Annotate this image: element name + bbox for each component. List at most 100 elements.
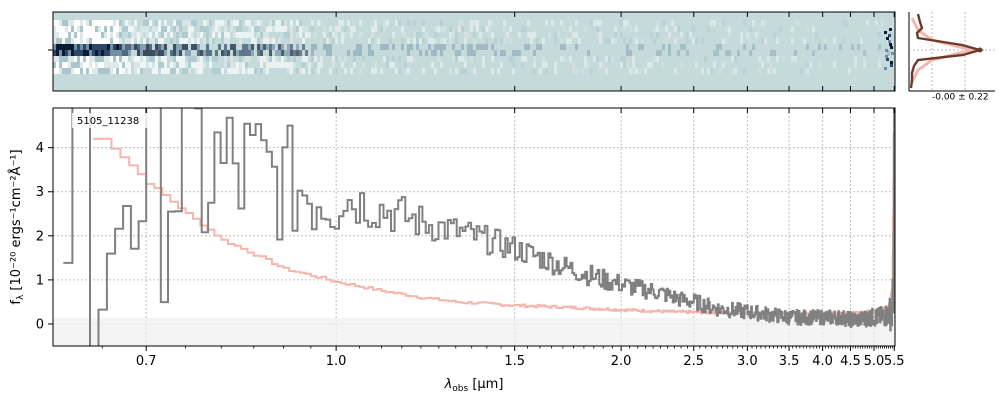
spectrum-2d-pixel [860, 38, 863, 44]
spectrum-2d-pixel [263, 56, 266, 62]
spectrum-2d-pixel [440, 44, 443, 50]
spectrum-2d-pixel [677, 50, 680, 56]
x-tick-label: 3.0 [737, 354, 758, 369]
spectrum-2d-pixel [80, 62, 83, 68]
spectrum-2d-pixel [155, 32, 158, 38]
spectrum-2d-pixel [575, 32, 578, 38]
spectrum-2d-pixel [311, 56, 314, 62]
spectrum-2d-pixel [272, 44, 275, 50]
spectrum-2d-pixel [134, 32, 137, 38]
spectrum-2d-pixel [380, 26, 383, 32]
spectrum-2d-pixel [227, 38, 230, 44]
spectrum-2d-pixel [419, 32, 422, 38]
spectrum-2d-pixel [885, 55, 888, 58]
spectrum-2d-pixel [71, 26, 74, 32]
spectrum-2d-pixel [293, 56, 296, 62]
spectrum-2d-pixel [596, 56, 599, 62]
spectrum-2d-pixel [383, 20, 386, 26]
spectrum-2d-pixel [101, 38, 104, 44]
spectrum-2d-pixel [857, 44, 860, 50]
spectrum-2d-pixel [62, 32, 65, 38]
spectrum-2d-pixel [185, 38, 188, 44]
spectrum-2d-pixel [332, 32, 335, 38]
spectrum-2d-pixel [116, 32, 119, 38]
spectrum-2d-pixel [485, 26, 488, 32]
spectrum-2d-pixel [650, 32, 653, 38]
spectrum-2d-pixel [104, 32, 107, 38]
spectrum-2d-pixel [551, 20, 554, 26]
spectrum-2d-pixel [260, 68, 263, 74]
spectrum-2d-pixel [134, 56, 137, 62]
y-tick-label: 1 [36, 273, 44, 288]
spectrum-2d-pixel [371, 50, 374, 56]
spectrum-2d-pixel [359, 44, 362, 50]
spectrum-2d-pixel [359, 20, 362, 26]
spectrum-2d-pixel [734, 56, 737, 62]
spectrum-2d-pixel [458, 50, 461, 56]
spectrum-2d-pixel [488, 20, 491, 26]
spectrum-2d-pixel [269, 26, 272, 32]
spectrum-2d-pixel [74, 32, 77, 38]
spectrum-2d-pixel [89, 56, 92, 62]
spectrum-2d-pixel [284, 26, 287, 32]
spectrum-2d-pixel [176, 44, 179, 50]
spectrum-2d-pixel [329, 26, 332, 32]
spectrum-2d-pixel [890, 64, 893, 67]
spectrum-2d-pixel [368, 50, 371, 56]
spectrum-2d-pixel [107, 62, 110, 68]
spectrum-2d-pixel [656, 20, 659, 26]
spectrum-2d-pixel [806, 62, 809, 68]
spectrum-2d-pixel [68, 20, 71, 26]
spectrum-2d-pixel [776, 56, 779, 62]
spectrum-2d-pixel [596, 20, 599, 26]
spectrum-2d-pixel [335, 32, 338, 38]
spectrum-2d-pixel [158, 50, 161, 56]
spectrum-2d-pixel [890, 32, 893, 38]
spectrum-2d-pixel [74, 68, 77, 74]
spectrum-2d-pixel [53, 20, 56, 26]
spectrum-2d-pixel [674, 68, 677, 74]
spectrum-2d-pixel [533, 56, 536, 62]
spectrum-2d-pixel [407, 68, 410, 74]
spectrum-2d-pixel [89, 38, 92, 44]
spectrum-2d-pixel [98, 32, 101, 38]
spectrum-2d-pixel [56, 20, 59, 26]
spectrum-2d-pixel [179, 62, 182, 68]
spectrum-2d-pixel [626, 20, 629, 26]
spectrum-2d-pixel [560, 20, 563, 26]
spectrum-2d-pixel [116, 56, 119, 62]
spectrum-2d-pixel [191, 62, 194, 68]
spectrum-2d-pixel [152, 38, 155, 44]
spectrum-2d-pixel [461, 68, 464, 74]
spectrum-2d-pixel [374, 26, 377, 32]
spectrum-2d-pixel [260, 56, 263, 62]
spectrum-2d-pixel [452, 44, 455, 50]
spectrum-2d-pixel [95, 56, 98, 62]
spectrum-2d-pixel [362, 62, 365, 68]
spectrum-2d-pixel [62, 44, 65, 50]
spectrum-2d-pixel [347, 50, 350, 56]
spectrum-2d-pixel [584, 62, 587, 68]
x-tick-label: 3.5 [779, 354, 800, 369]
spectrum-2d-pixel [203, 62, 206, 68]
spectrum-2d-pixel [296, 44, 299, 50]
spectrum-2d-pixel [353, 62, 356, 68]
spectrum-2d-pixel [371, 32, 374, 38]
spectrum-2d-pixel [257, 56, 260, 62]
spectrum-2d-pixel [314, 32, 317, 38]
spectrum-2d-pixel [740, 32, 743, 38]
spectrum-2d-pixel [122, 26, 125, 32]
spectrum-2d-pixel [155, 26, 158, 32]
spectrum-2d-pixel [119, 38, 122, 44]
spectrum-2d-pixel [752, 44, 755, 50]
spectrum-2d-pixel [455, 50, 458, 56]
spectrum-2d-pixel [886, 58, 889, 61]
spectrum-2d-pixel [53, 26, 56, 32]
spectrum-2d-pixel [203, 50, 206, 56]
spectrum-2d-pixel [593, 20, 596, 26]
spectrum-2d-pixel [59, 44, 62, 50]
spectrum-2d-pixel [125, 38, 128, 44]
spectrum-2d-pixel [515, 50, 518, 56]
spectrum-2d-pixel [449, 26, 452, 32]
spectrum-2d-pixel [239, 50, 242, 56]
